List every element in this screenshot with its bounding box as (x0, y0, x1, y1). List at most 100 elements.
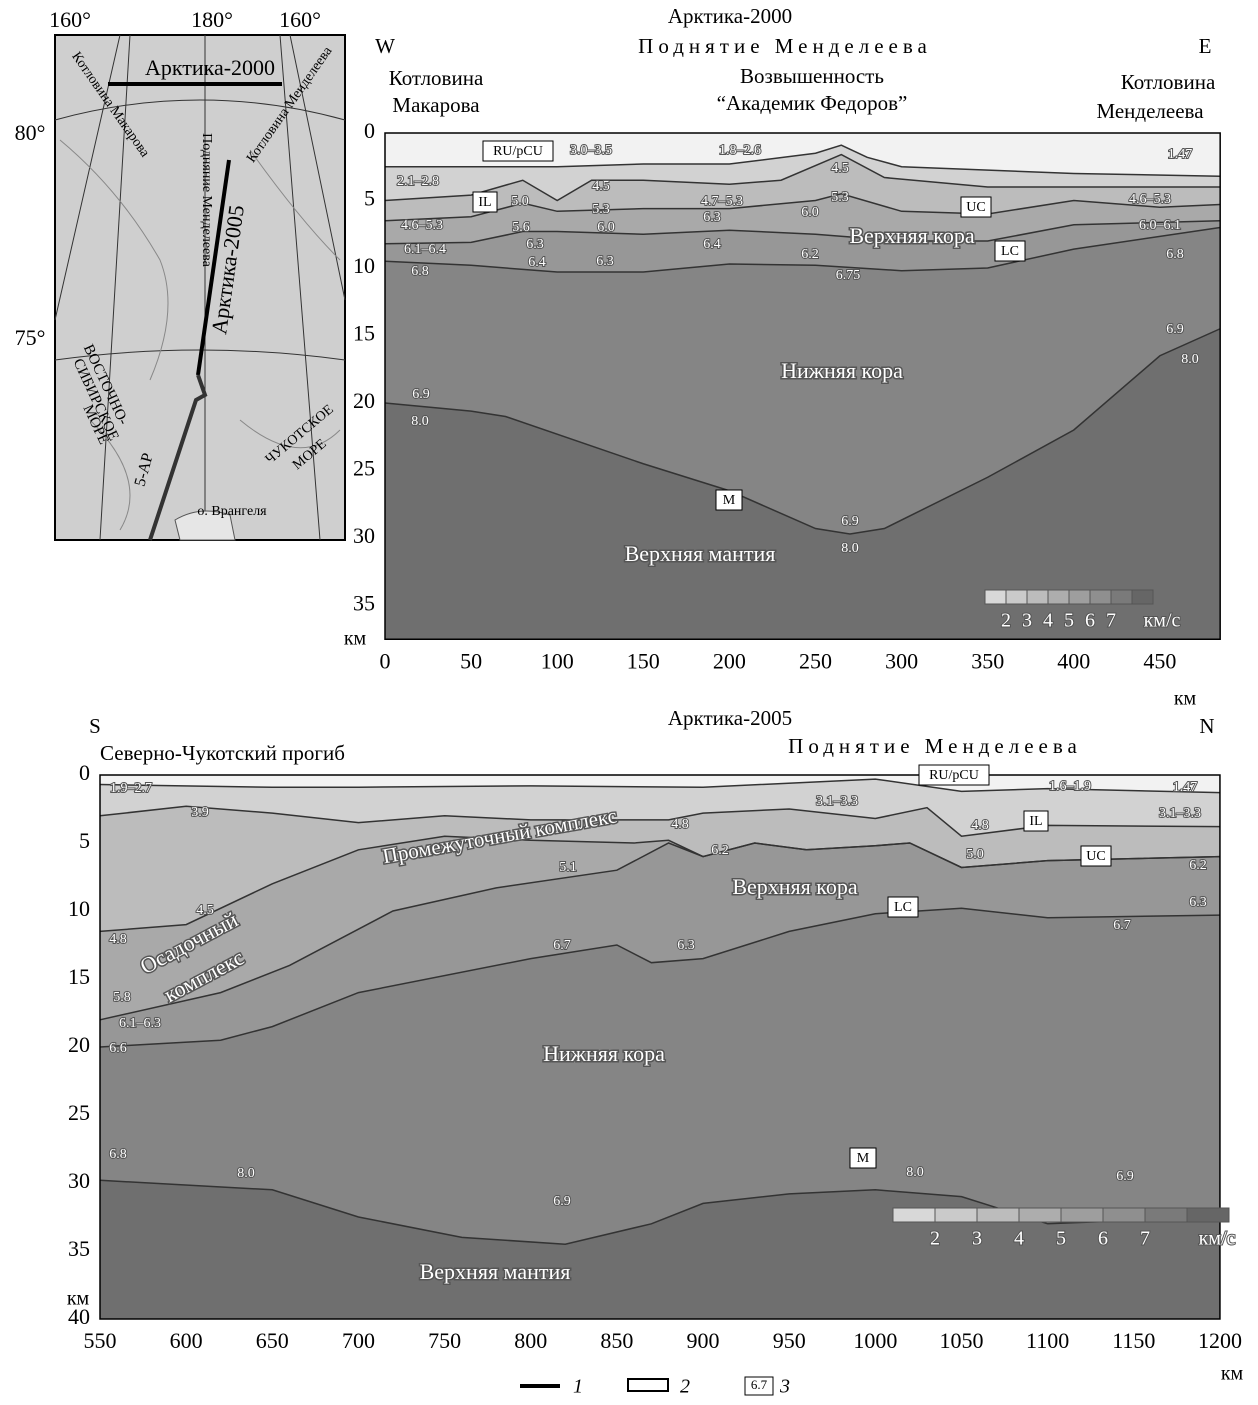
direction: E (1199, 34, 1212, 58)
label: 160° (279, 7, 321, 32)
y-tick-label: 5 (364, 186, 375, 211)
colorbar-tick: 7 (1140, 1228, 1150, 1250)
velocity-label: 6.3 (1189, 895, 1207, 910)
velocity-label: 6.3 (703, 210, 721, 225)
velocity-label: 6.1–6.3 (119, 1016, 161, 1031)
velocity-label: 6.8 (109, 1147, 127, 1162)
x-tick-label: 1100 (1026, 1328, 1069, 1353)
velocity-label: 8.0 (1181, 352, 1199, 367)
region: Котловина (1121, 70, 1216, 94)
colorbar-cell (977, 1208, 1019, 1222)
layer-name: Верхняя кора (849, 223, 975, 248)
colorbar-cell (893, 1208, 935, 1222)
y-tick-label: 20 (353, 388, 375, 413)
colorbar-tick: 7 (1106, 610, 1116, 632)
figure: 6.7 1 2 3 160°180°160°80°75°Арктика-2000… (0, 0, 1258, 1400)
velocity-label: 6.3 (677, 938, 695, 953)
velocity-label: 6.3 (596, 254, 614, 269)
y-tick-label: 15 (68, 964, 90, 989)
velocity-label: 2.1–2.8 (397, 174, 439, 189)
velocity-label: 3.1–3.3 (1159, 806, 1201, 821)
x-tick-label: 900 (687, 1328, 720, 1353)
velocity-label: 6.2 (1189, 858, 1207, 873)
x-tick-label: 350 (971, 648, 1004, 673)
label: 180° (191, 7, 233, 32)
colorbar-tick: 5 (1056, 1228, 1066, 1250)
colorbar-tick: 3 (1022, 610, 1032, 632)
velocity-label: 1.6–1.9 (1049, 779, 1091, 794)
velocity-label: 6.75 (836, 268, 861, 283)
boxed-label: M (857, 1151, 870, 1166)
colorbar-tick: 6 (1085, 610, 1095, 632)
y-tick-label: 25 (353, 456, 375, 481)
velocity-label: 6.8 (411, 264, 429, 279)
x-tick-label: 300 (885, 648, 918, 673)
axis-unit: км (344, 628, 367, 650)
velocity-label: 1.47 (1168, 147, 1193, 162)
direction: W (375, 34, 395, 58)
velocity-label: 6.9 (841, 514, 859, 529)
colorbar-cell (1048, 590, 1069, 604)
y-tick-label: 10 (353, 253, 375, 278)
y-tick-label: 35 (68, 1236, 90, 1261)
colorbar-cell (1019, 1208, 1061, 1222)
subtitle: Поднятие Менделеева (638, 34, 932, 58)
map-label: Подняние Менделеева (199, 133, 214, 268)
y-tick-label: 15 (353, 321, 375, 346)
colorbar-cell (935, 1208, 977, 1222)
y-tick-label: 10 (68, 896, 90, 921)
velocity-label: 6.9 (553, 1194, 571, 1209)
x-tick-label: 850 (600, 1328, 633, 1353)
layer-name: Верхняя мантия (420, 1259, 571, 1284)
colorbar-cell (1187, 1208, 1229, 1222)
y-tick-label: 35 (353, 591, 375, 616)
velocity-label: 5.8 (113, 990, 131, 1005)
x-tick-label: 950 (773, 1328, 806, 1353)
map-label: о. Врангеля (197, 504, 267, 519)
legend-symbol (628, 1379, 668, 1391)
label: 75° (15, 325, 46, 350)
velocity-label: 8.0 (411, 414, 429, 429)
colorbar-cell (1103, 1208, 1145, 1222)
velocity-label: 5.3 (592, 202, 610, 217)
x-tick-label: 700 (342, 1328, 375, 1353)
velocity-label: 4.8 (971, 818, 989, 833)
velocity-label: 6.0 (597, 220, 615, 235)
velocity-label: 3.1–3.3 (816, 794, 858, 809)
colorbar-cell (1069, 590, 1090, 604)
y-tick-label: 20 (68, 1032, 90, 1057)
x-tick-label: 50 (460, 648, 482, 673)
region: Северно-Чукотский прогиб (100, 741, 345, 765)
region: Менделеева (1096, 99, 1204, 123)
colorbar-cell (1132, 590, 1153, 604)
colorbar-cell (1027, 590, 1048, 604)
boxed-label: UC (966, 200, 985, 215)
velocity-label: 6.1–6.4 (404, 242, 446, 257)
direction: N (1199, 714, 1214, 738)
legend-label: 1 (573, 1376, 583, 1398)
legend-sample: 6.7 (751, 1377, 768, 1392)
x-tick-label: 750 (428, 1328, 461, 1353)
velocity-label: 6.2 (801, 247, 819, 262)
x-tick-label: 400 (1057, 648, 1090, 673)
colorbar-tick: 6 (1098, 1228, 1108, 1250)
colorbar-cell (1090, 590, 1111, 604)
axis-unit: км (1174, 688, 1197, 710)
y-tick-label: 30 (353, 523, 375, 548)
velocity-label: 6.4 (528, 255, 546, 270)
velocity-label: 4.8 (671, 817, 689, 832)
velocity-label: 4.5 (592, 179, 610, 194)
velocity-label: 1.9–2.7 (110, 781, 152, 796)
velocity-label: 6.4 (703, 237, 721, 252)
y-tick-label: 30 (68, 1168, 90, 1193)
colorbar-tick: 2 (1001, 610, 1011, 632)
colorbar-tick: 3 (972, 1228, 982, 1250)
velocity-label: 6.9 (1166, 322, 1184, 337)
velocity-label: 4.6–5.3 (1129, 192, 1171, 207)
velocity-label: 6.9 (412, 387, 430, 402)
velocity-label: 6.9 (1116, 1169, 1134, 1184)
colorbar-unit: км/с (1144, 610, 1181, 632)
boxed-label: IL (478, 195, 491, 210)
label: 160° (49, 7, 91, 32)
velocity-label: 4.5 (831, 161, 849, 176)
